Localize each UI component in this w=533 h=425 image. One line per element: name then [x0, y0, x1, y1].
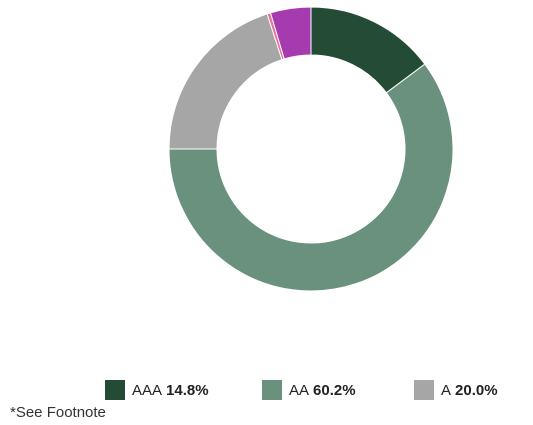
legend-value-a: 20.0% — [455, 381, 498, 399]
donut-chart-svg — [168, 6, 454, 292]
footnote: *See Footnote — [10, 404, 106, 421]
legend-text-aaa: AAA 14.8% — [132, 382, 209, 399]
chart-legend: AAA 14.8% AA 60.2% A 20.0% — [105, 378, 525, 402]
donut-slice-unlabeled-4 — [269, 6, 312, 60]
legend-label-aaa: AAA — [132, 381, 163, 399]
legend-swatch-aa — [262, 380, 282, 400]
legend-item-aaa: AAA 14.8% — [105, 378, 209, 402]
legend-text-aa: AA 60.2% — [289, 382, 356, 399]
legend-item-aa: AA 60.2% — [262, 378, 356, 402]
legend-item-a: A 20.0% — [414, 378, 498, 402]
donut-slice-a — [168, 13, 283, 150]
legend-swatch-a — [414, 380, 434, 400]
legend-label-aa: AA — [289, 381, 310, 399]
donut-slice-aa — [168, 63, 454, 292]
legend-value-aa: 60.2% — [313, 381, 356, 399]
donut-chart — [168, 6, 454, 292]
legend-swatch-aaa — [105, 380, 125, 400]
legend-value-aaa: 14.8% — [166, 381, 209, 399]
legend-text-a: A 20.0% — [441, 382, 498, 399]
legend-label-a: A — [441, 381, 452, 399]
